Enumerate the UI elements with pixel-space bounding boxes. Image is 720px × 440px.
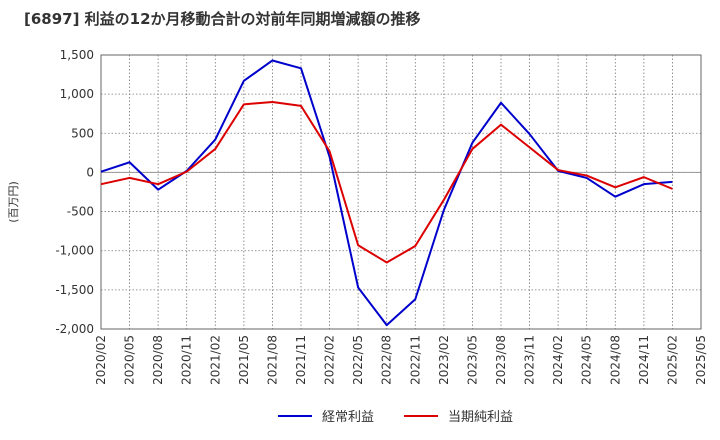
x-tick-label: 2024/11 <box>637 335 651 385</box>
y-tick-label: 500 <box>71 126 94 140</box>
y-tick-label: 0 <box>86 165 94 179</box>
y-tick-label: -2,000 <box>55 322 94 336</box>
y-axis-ticks: 1,500 1,000 500 0 -500 -1,000 -1,500 -2,000 <box>55 48 94 336</box>
x-tick-label: 2024/08 <box>608 335 622 385</box>
x-tick-label: 2021/08 <box>265 335 279 385</box>
x-tick-label: 2020/11 <box>180 335 194 385</box>
x-tick-label: 2023/11 <box>523 335 537 385</box>
x-tick-label: 2024/02 <box>551 335 565 385</box>
x-tick-label: 2020/02 <box>94 335 108 385</box>
series-line <box>100 59 673 327</box>
x-tick-label: 2023/05 <box>465 335 479 385</box>
series-line <box>100 100 673 264</box>
chart-title: [6897] 利益の12か月移動合計の対前年同期増減額の推移 <box>24 10 421 28</box>
y-tick-label: -500 <box>67 205 94 219</box>
x-tick-label: 2025/02 <box>665 335 679 385</box>
legend-label: 当期純利益 <box>448 410 513 425</box>
x-tick-label: 2020/08 <box>151 335 165 385</box>
x-tick-label: 2025/05 <box>694 335 708 385</box>
x-tick-label: 2022/11 <box>408 335 422 385</box>
y-tick-label: -1,000 <box>55 244 94 258</box>
legend-label: 経常利益 <box>322 410 374 425</box>
x-axis-ticks: 2020/02 2020/05 2020/08 2020/11 2021/02 2021/… <box>94 335 708 385</box>
grid-layer <box>100 54 702 330</box>
y-tick-label: -1,500 <box>55 283 94 297</box>
x-tick-label: 2021/11 <box>294 335 308 385</box>
x-tick-label: 2022/05 <box>351 335 365 385</box>
x-tick-label: 2021/02 <box>208 335 222 385</box>
legend: 経常利益 当期純利益 <box>278 410 513 425</box>
plot-frame <box>100 54 702 330</box>
x-tick-label: 2022/02 <box>323 335 337 385</box>
x-tick-label: 2023/02 <box>437 335 451 385</box>
x-tick-label: 2021/05 <box>237 335 251 385</box>
series-layer <box>100 59 673 327</box>
y-tick-label: 1,000 <box>60 87 94 101</box>
y-tick-label: 1,500 <box>60 48 94 62</box>
x-tick-label: 2024/05 <box>580 335 594 385</box>
x-tick-label: 2023/08 <box>494 335 508 385</box>
x-tick-label: 2022/08 <box>380 335 394 385</box>
y-axis-title: (百万円) <box>7 181 20 223</box>
x-tick-label: 2020/05 <box>123 335 137 385</box>
